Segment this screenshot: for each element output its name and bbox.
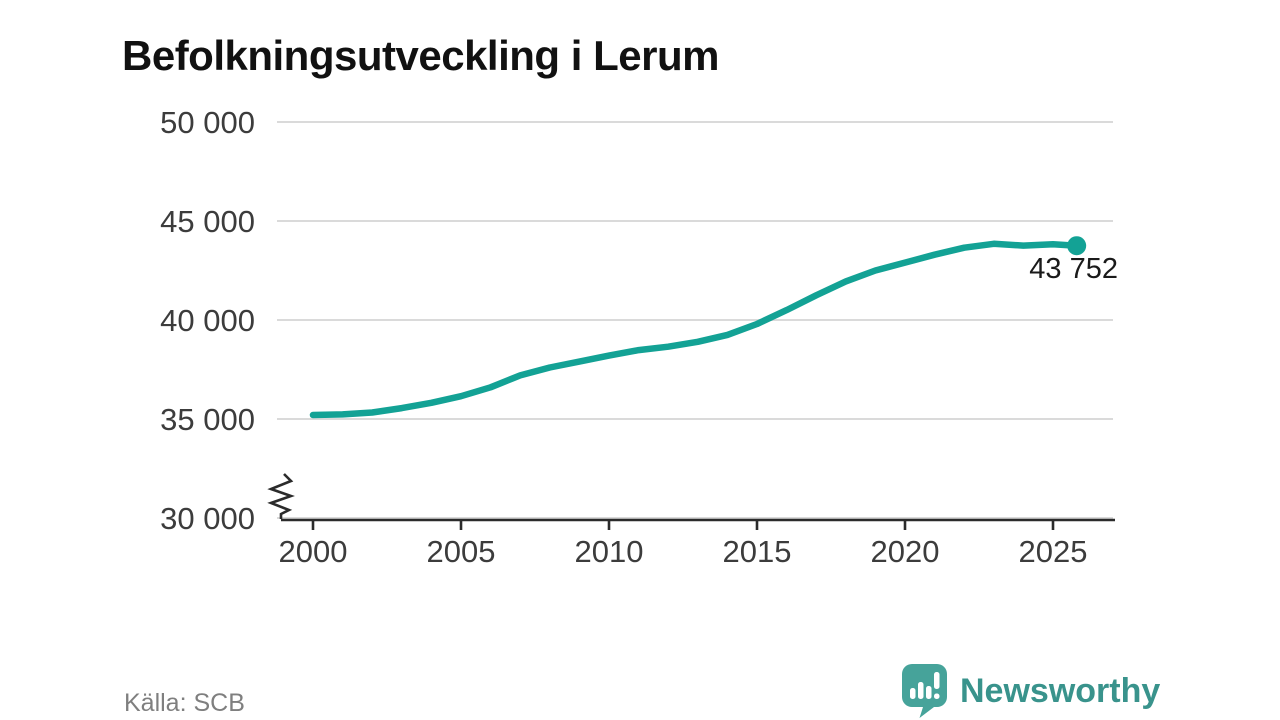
source-label: Källa: SCB [124,689,245,717]
y-tick-label: 50 000 [160,105,255,140]
axis-break-squiggle-icon [267,473,295,519]
x-tick-label: 2000 [279,534,348,569]
newsworthy-speech-bubble-barchart-icon [902,664,947,718]
y-tick-label: 45 000 [160,204,255,239]
x-tick-label: 2020 [871,534,940,569]
y-tick-label: 30 000 [160,501,255,536]
newsworthy-logo: Newsworthy [902,664,1162,718]
x-tick-label: 2025 [1019,534,1088,569]
x-tick-label: 2015 [723,534,792,569]
latest-value-label: 43 752 [1029,253,1118,285]
latest-value-dot [1067,236,1087,256]
y-axis-labels: 30 000 35 000 40 000 45 000 50 000 [160,105,255,536]
chart-title: Befolkningsutveckling i Lerum [122,32,719,80]
x-axis-labels: 2000 2005 2010 2015 2020 2025 [279,534,1088,569]
newsworthy-logo-text: Newsworthy [960,672,1161,710]
x-tick-label: 2010 [575,534,644,569]
x-tick-label: 2005 [427,534,496,569]
y-tick-label: 40 000 [160,303,255,338]
gridlines [277,121,1113,519]
x-axis-ticks [311,520,1055,530]
y-tick-label: 35 000 [160,402,255,437]
population-data-line [309,240,1080,419]
